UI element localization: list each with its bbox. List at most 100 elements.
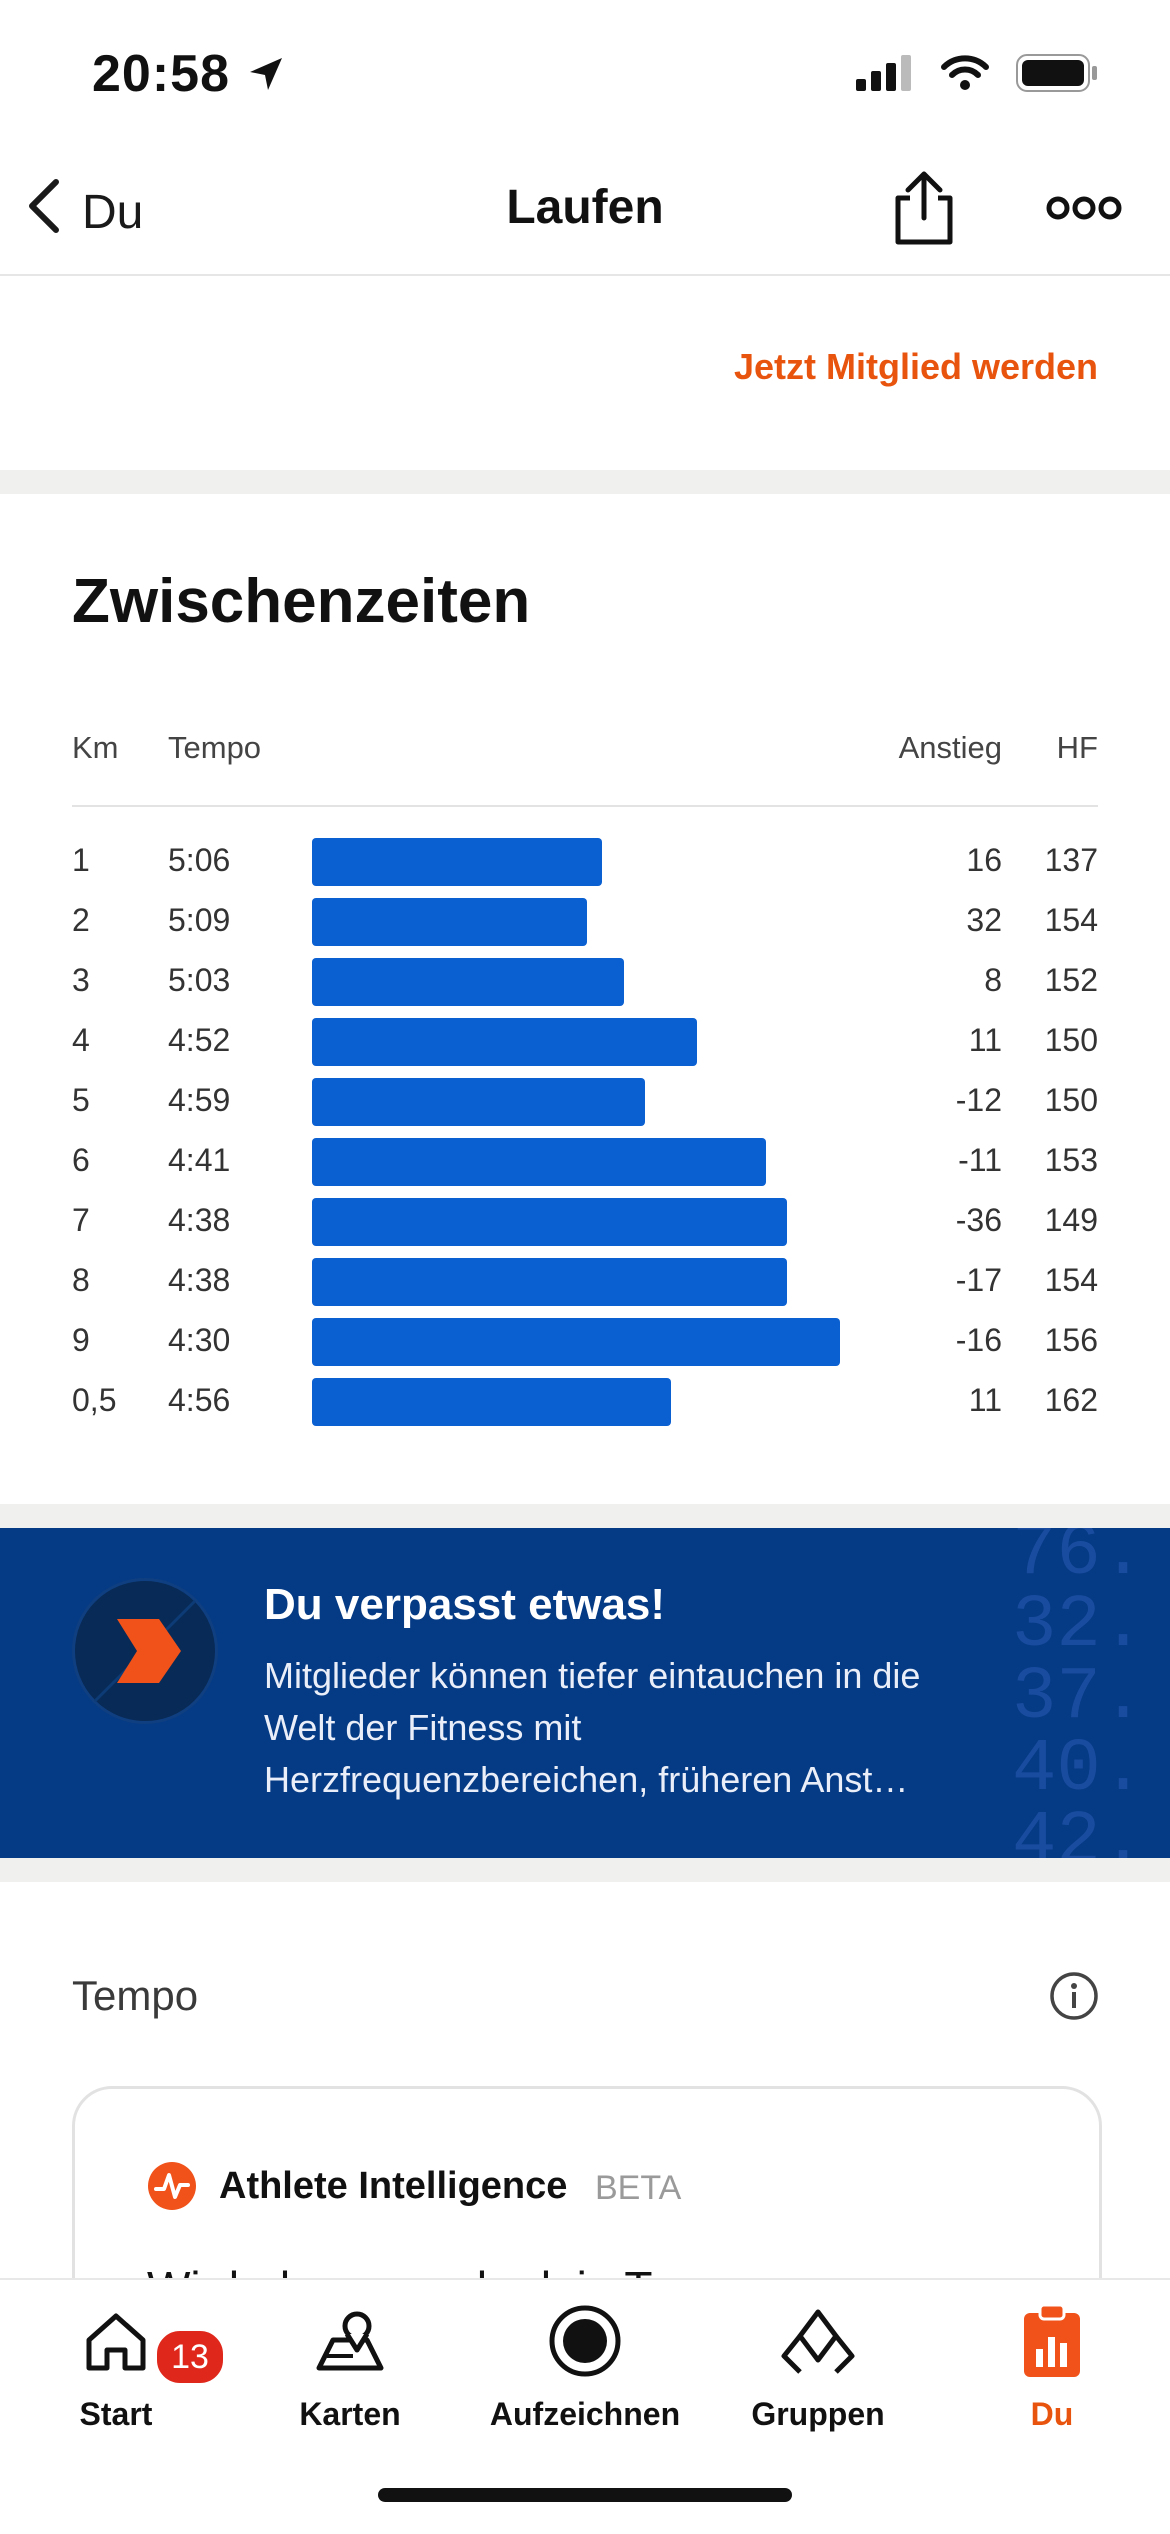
pace-bar	[312, 1198, 787, 1246]
split-heart-rate: 162	[1044, 1382, 1098, 1418]
split-km: 8	[72, 1262, 90, 1298]
beta-badge: BETA	[595, 2169, 682, 2207]
split-heart-rate: 156	[1044, 1322, 1098, 1358]
status-time: 20:58	[92, 45, 230, 103]
split-km: 6	[72, 1142, 90, 1178]
tab-label: Start	[79, 2396, 153, 2432]
tab-bar: Start 13 Karten Aufzeichnen	[0, 2278, 1170, 2534]
pace-bar	[312, 1138, 766, 1186]
chevron-badge-icon	[72, 1578, 218, 1724]
pace-bar	[312, 1378, 671, 1426]
back-label: Du	[82, 185, 144, 239]
record-icon	[547, 2303, 623, 2384]
split-elevation: -12	[955, 1082, 1002, 1118]
banner-text: Mitglieder können tiefer eintauchen in d…	[264, 1655, 921, 1800]
pace-bar	[312, 898, 587, 946]
page-title: Laufen	[506, 181, 664, 234]
become-member-link[interactable]: Jetzt Mitglied werden	[733, 346, 1098, 387]
split-row: 5 4:59 -12 150	[0, 1072, 1170, 1132]
home-icon	[81, 2306, 151, 2381]
section-divider	[0, 470, 1170, 494]
split-elevation: -36	[955, 1202, 1002, 1238]
split-pace: 4:59	[168, 1082, 231, 1118]
location-arrow-icon	[246, 54, 286, 99]
splits-section: Zwischenzeiten Km Tempo Anstieg HF 1 5:06…	[0, 494, 1170, 1504]
split-elevation: -11	[958, 1142, 1002, 1178]
split-row: 1 5:06 16 137	[0, 832, 1170, 892]
split-heart-rate: 149	[1044, 1202, 1098, 1238]
split-elevation: -16	[955, 1322, 1002, 1358]
tab-du[interactable]: Du	[952, 2298, 1152, 2433]
info-icon[interactable]	[1048, 1970, 1100, 2027]
split-row: 2 5:09 32 154	[0, 892, 1170, 952]
tab-aufzeichnen[interactable]: Aufzeichnen	[485, 2298, 685, 2433]
split-elevation: 11	[968, 1382, 1002, 1418]
split-row: 6 4:41 -11 153	[0, 1132, 1170, 1192]
split-pace: 4:41	[168, 1142, 231, 1178]
cellular-signal-icon	[856, 55, 914, 96]
chevron-left-icon	[24, 176, 64, 248]
header-divider	[72, 805, 1098, 807]
split-elevation: -17	[955, 1262, 1002, 1298]
tab-start[interactable]: Start 13	[16, 2298, 226, 2433]
split-row: 7 4:38 -36 149	[0, 1192, 1170, 1252]
pace-bar	[312, 1318, 840, 1366]
you-icon	[1020, 2303, 1084, 2384]
section-divider	[0, 1858, 1170, 1882]
header-km: Km	[72, 730, 119, 765]
notification-badge: 13	[154, 2328, 226, 2386]
wifi-icon	[940, 55, 990, 96]
section-divider	[0, 1504, 1170, 1528]
split-pace: 5:03	[168, 962, 231, 998]
split-row: 8 4:38 -17 154	[0, 1252, 1170, 1312]
split-heart-rate: 152	[1044, 962, 1098, 998]
split-km: 7	[72, 1202, 90, 1238]
pace-bar	[312, 1078, 645, 1126]
split-elevation: 8	[984, 962, 1002, 998]
split-km: 2	[72, 902, 90, 938]
pace-bar	[312, 1018, 697, 1066]
split-heart-rate: 150	[1044, 1082, 1098, 1118]
more-options-icon[interactable]	[1046, 190, 1122, 231]
ai-title: Athlete Intelligence	[219, 2165, 568, 2207]
banner-title: Du verpasst etwas!	[264, 1580, 666, 1629]
header-heart-rate: HF	[1056, 730, 1098, 765]
split-km: 0,5	[72, 1382, 117, 1418]
split-pace: 4:30	[168, 1322, 231, 1358]
athlete-intelligence-icon	[147, 2161, 197, 2216]
pace-bar	[312, 1258, 787, 1306]
split-pace: 4:38	[168, 1262, 231, 1298]
tab-label: Gruppen	[751, 2396, 885, 2432]
tab-label: Aufzeichnen	[489, 2396, 681, 2432]
membership-promo: Jetzt Mitglied werden	[0, 276, 1170, 470]
home-indicator	[378, 2488, 792, 2502]
split-km: 9	[72, 1322, 90, 1358]
split-heart-rate: 153	[1044, 1142, 1098, 1178]
banner-background-digits: 76. 32. 37. 40. 42.	[1012, 1528, 1146, 1858]
pace-bar	[312, 958, 624, 1006]
tab-karten[interactable]: Karten	[250, 2298, 450, 2433]
groups-icon	[780, 2306, 856, 2381]
tempo-section-title: Tempo	[72, 1972, 199, 2019]
map-icon	[313, 2306, 387, 2381]
pace-bar	[312, 838, 602, 886]
split-row: 4 4:52 11 150	[0, 1012, 1170, 1072]
share-icon[interactable]	[888, 168, 960, 253]
split-pace: 4:38	[168, 1202, 231, 1238]
tab-gruppen[interactable]: Gruppen	[718, 2298, 918, 2433]
split-km: 5	[72, 1082, 90, 1118]
split-elevation: 11	[968, 1022, 1002, 1058]
navigation-bar: Du Laufen	[0, 150, 1170, 276]
split-pace: 5:06	[168, 842, 231, 878]
split-heart-rate: 154	[1044, 902, 1098, 938]
upsell-banner[interactable]: 76. 32. 37. 40. 42. Du verpasst etwas! M…	[0, 1528, 1170, 1858]
split-row: 3 5:03 8 152	[0, 952, 1170, 1012]
header-elevation: Anstieg	[898, 730, 1002, 765]
split-row: 0,5 4:56 11 162	[0, 1372, 1170, 1432]
split-km: 1	[72, 842, 90, 878]
battery-icon	[1016, 54, 1098, 97]
back-button[interactable]: Du	[24, 172, 143, 252]
splits-title: Zwischenzeiten	[72, 567, 531, 636]
status-bar: 20:58	[0, 0, 1170, 150]
split-row: 9 4:30 -16 156	[0, 1312, 1170, 1372]
